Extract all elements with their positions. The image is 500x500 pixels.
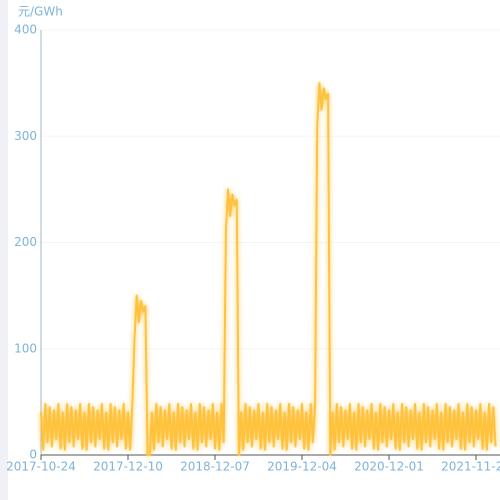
y-tick-label: 400 [14,23,37,37]
side-strip [0,0,8,500]
x-tick-label: 2017-10-24 [6,460,76,474]
y-axis-label: 元/GWh [18,5,63,19]
y-tick-label: 100 [14,341,37,355]
line-series [40,82,497,456]
x-tick-label: 2018-12-07 [180,460,250,474]
y-tick-label: 300 [14,129,37,143]
x-tick-label: 2017-12-10 [93,460,163,474]
x-tick-label: 2020-12-01 [354,460,424,474]
y-tick-label: 200 [14,235,37,249]
y-tick-label: 0 [29,448,37,462]
x-tick-label: 2019-12-04 [267,460,337,474]
x-tick-label: 2021-11-28 [441,460,500,474]
